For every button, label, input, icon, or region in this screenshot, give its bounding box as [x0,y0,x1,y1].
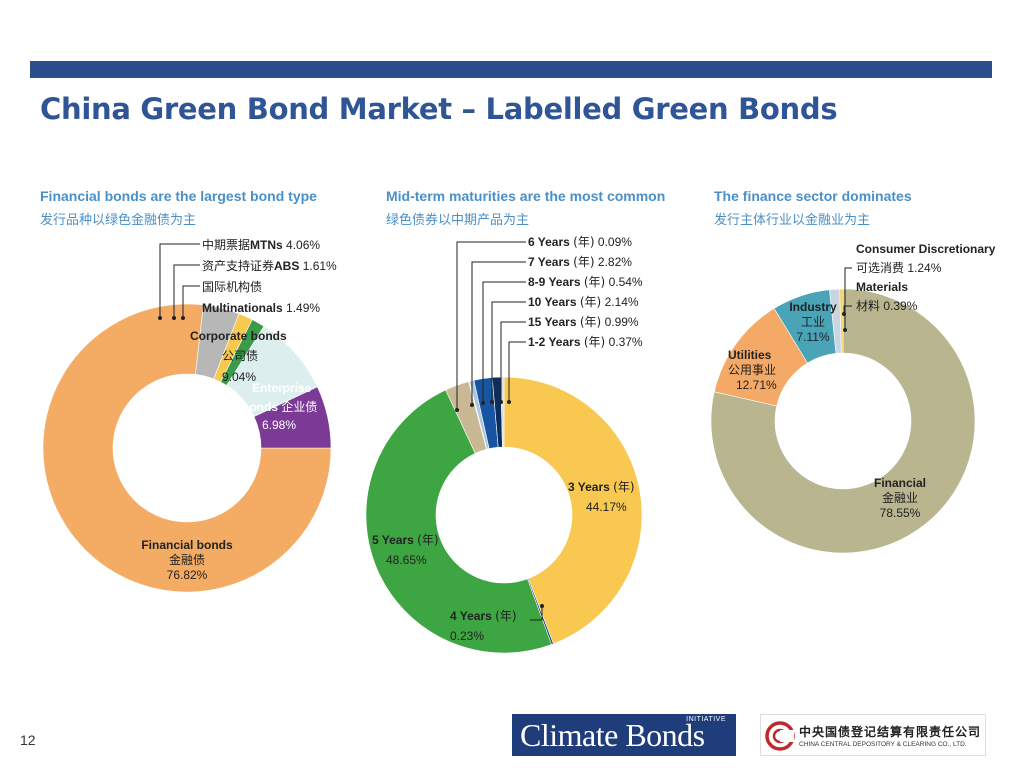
leader-dot-1 [172,316,176,320]
leader-dot-5 [481,401,485,405]
chart1-label-abs: 资产支持证券ABS 1.61% [202,259,337,273]
chart2-label-10y: 10 Years (年) 2.14% [528,295,639,309]
chart1-label-enterprise: Enterprise [252,381,312,395]
leader-line-9 [530,606,543,621]
chart3-label-consumer-value: 可选消费 1.24% [856,261,942,275]
chart3-label-materials-value: 材料 0.39% [856,299,918,313]
chart2-subtitle: 绿色债券以中期产品为主 [386,213,530,228]
leader-line-6 [491,301,526,402]
chart2-label-1-2y: 1-2 Years (年) 0.37% [528,335,643,349]
leader-dot-3 [455,408,459,412]
chart1-label-multinational: Multinationals 1.49% [202,301,321,315]
ccdc-logo-cn: 中央国债登记结算有限责任公司 [799,725,982,739]
climate-bonds-logo: Climate Bonds INITIATIVE [512,714,736,756]
chart3-label-utilities: Utilities 公用事业 12.71% [728,348,777,392]
slide-title: China Green Bond Market – Labelled Green… [40,92,838,126]
chart3-label-financial: Financial 金融业 78.55% [873,476,926,520]
leader-dot-8 [507,400,511,404]
leader-dot-11 [842,312,846,316]
chart2-slice-0 [503,376,643,645]
leader-line-8 [508,341,526,402]
leader-dot-10 [843,328,847,332]
chart2-label-4y: 4 Years (年) [450,609,517,623]
chart2-slice-2 [365,389,552,654]
chart1-slice-5 [253,386,332,449]
chart3-label-consumer: Consumer Discretionary [856,242,996,256]
chart1-subtitle: 发行品种以绿色金融债为主 [40,213,197,228]
leader-line-3 [456,241,526,410]
chart1-title: Financial bonds are the largest bond typ… [40,188,317,204]
chart2-label-5y-value: 48.65% [386,553,427,567]
chart1-label-mtn: 中期票据MTNs 4.06% [202,238,321,252]
chart2-slice-8 [500,376,505,448]
leader-line-1 [173,264,200,318]
chart2-label-15y: 15 Years (年) 0.99% [528,315,639,329]
chart3-slice-4 [839,288,844,354]
chart1-label-enterprise-line2: bonds 企业债 [242,400,318,414]
climate-bonds-logo-initiative: INITIATIVE [686,716,726,723]
chart3-slice-0 [710,288,976,554]
chart3-label-industry: Industry 工业 7.11% [789,300,837,344]
page-number: 12 [20,732,36,748]
ccdc-logo: 中央国债登记结算有限责任公司 CHINA CENTRAL DEPOSITORY … [760,714,986,756]
chart2-label-4y-value: 0.23% [450,629,485,643]
leader-line-10 [844,267,852,330]
chart1-label-corporate-value: 9.04% [222,370,257,384]
leader-dot-4 [470,403,474,407]
chart2-label-3y: 3 Years (年) [568,480,635,494]
ccdc-emblem-icon [765,721,795,751]
chart3-subtitle: 发行主体行业以金融业为主 [714,213,871,228]
chart2-title: Mid-term maturities are the most common [386,188,666,204]
climate-bonds-logo-text: Climate Bonds [520,717,705,753]
leader-line-5 [482,281,526,403]
top-accent-bar [30,61,992,78]
leader-line-2 [182,285,200,318]
leader-line-7 [500,321,526,402]
chart1-label-corporate: Corporate bonds [190,329,287,343]
leader-dot-6 [490,400,494,404]
leader-line-11 [843,305,852,314]
chart3-title: The finance sector dominates [714,188,912,204]
chart1-label-multinational-cn: 国际机构债 [202,280,263,294]
chart2-label-7y: 7 Years (年) 2.82% [528,255,632,269]
leader-line-4 [471,261,526,405]
chart1-label-enterprise-value: 6.98% [262,418,297,432]
leader-dot-2 [181,316,185,320]
chart2-label-5y: 5 Years (年) [372,533,439,547]
chart2-label-8-9y: 8-9 Years (年) 0.54% [528,275,643,289]
leader-line-0 [159,243,200,318]
chart1-label-corporate-cn: 公司债 [222,349,259,363]
chart1-slice-0 [42,303,332,593]
chart2-label-6y: 6 Years (年) 0.09% [528,235,632,249]
leader-dot-9 [540,604,544,608]
leader-dot-0 [158,316,162,320]
chart2-label-3y-value: 44.17% [586,500,627,514]
chart1-label-financial: Financial bonds 金融债 76.82% [141,538,233,582]
leader-dot-7 [499,400,503,404]
chart3-label-materials: Materials [856,280,909,294]
ccdc-logo-en: CHINA CENTRAL DEPOSITORY & CLEARING CO.,… [799,741,967,748]
